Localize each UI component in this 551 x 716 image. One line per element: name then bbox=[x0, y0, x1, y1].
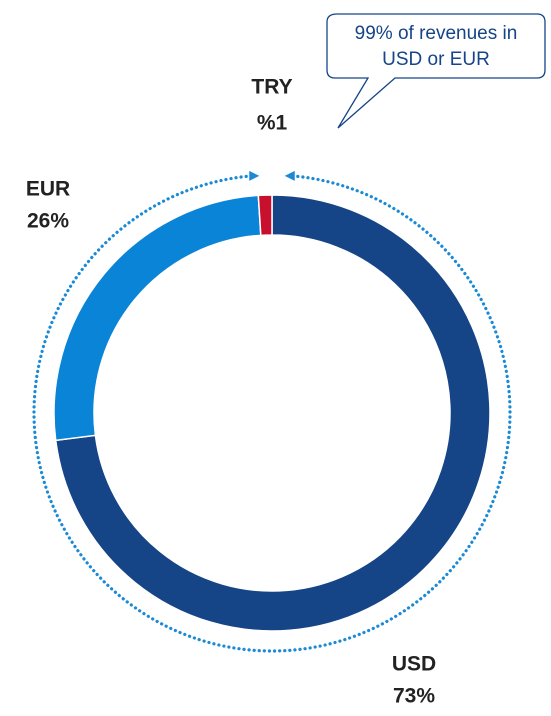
dotted-arc bbox=[32, 174, 512, 653]
callout-box bbox=[326, 13, 546, 129]
callout-text: 99% of revenues in bbox=[355, 23, 518, 44]
donut-slice bbox=[257, 194, 273, 237]
callout-text: USD or EUR bbox=[382, 49, 490, 70]
value-label: %1 bbox=[257, 112, 288, 135]
category-label: EUR bbox=[26, 178, 70, 201]
category-label: USD bbox=[392, 653, 436, 676]
category-label: TRY bbox=[251, 76, 292, 99]
donut-slice bbox=[53, 194, 262, 442]
arrow-head bbox=[249, 170, 260, 181]
donut-slice bbox=[54, 194, 491, 632]
arrow-head bbox=[284, 170, 295, 181]
value-label: 26% bbox=[27, 210, 69, 233]
value-label: 73% bbox=[393, 685, 435, 708]
